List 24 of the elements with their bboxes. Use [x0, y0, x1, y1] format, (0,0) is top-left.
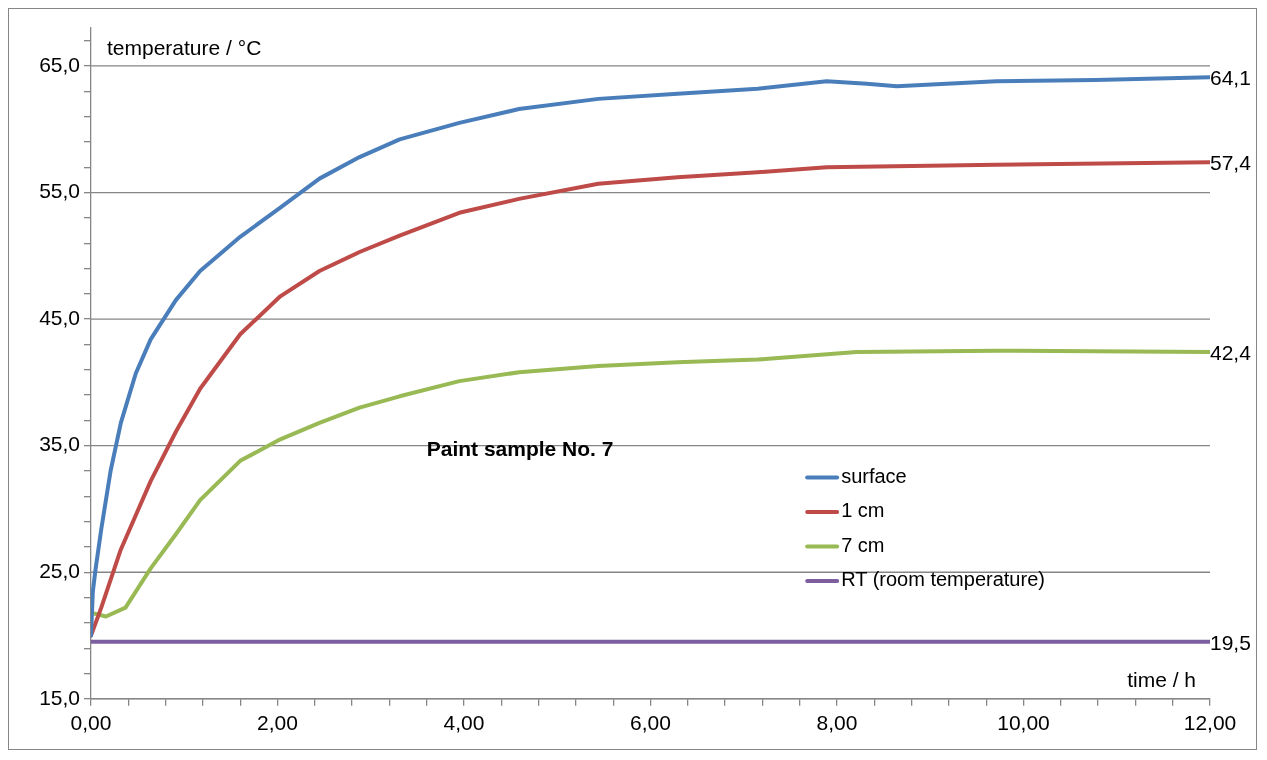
annotation: Paint sample No. 7	[426, 437, 614, 461]
data-label: 64,1	[1210, 66, 1251, 90]
x-tick-label: 12,00	[1183, 711, 1237, 735]
legend-label: RT (room temperature)	[841, 568, 1045, 591]
y-axis-title: temperature / °C	[107, 35, 262, 59]
x-axis-title: time / h	[1127, 667, 1196, 691]
y-tick-label: 25,0	[39, 559, 80, 583]
x-tick-label: 0,00	[70, 711, 112, 735]
data-label: 42,4	[1210, 340, 1252, 364]
x-tick-label: 4,00	[443, 711, 485, 735]
y-tick-label: 65,0	[39, 52, 80, 76]
y-tick-label: 35,0	[39, 432, 80, 456]
data-label: 19,5	[1210, 630, 1251, 654]
x-tick-label: 6,00	[630, 711, 671, 735]
y-tick-label: 45,0	[39, 305, 80, 329]
x-tick-label: 10,00	[997, 711, 1050, 735]
legend-label: 7 cm	[841, 533, 885, 556]
x-tick-label: 8,00	[816, 711, 858, 735]
data-label: 57,4	[1210, 150, 1252, 174]
x-tick-label: 2,00	[257, 711, 298, 735]
legend-label: 1 cm	[841, 499, 885, 522]
y-tick-label: 55,0	[39, 179, 80, 203]
y-tick-label: 15,0	[39, 685, 80, 709]
legend-label: surface	[841, 464, 907, 487]
